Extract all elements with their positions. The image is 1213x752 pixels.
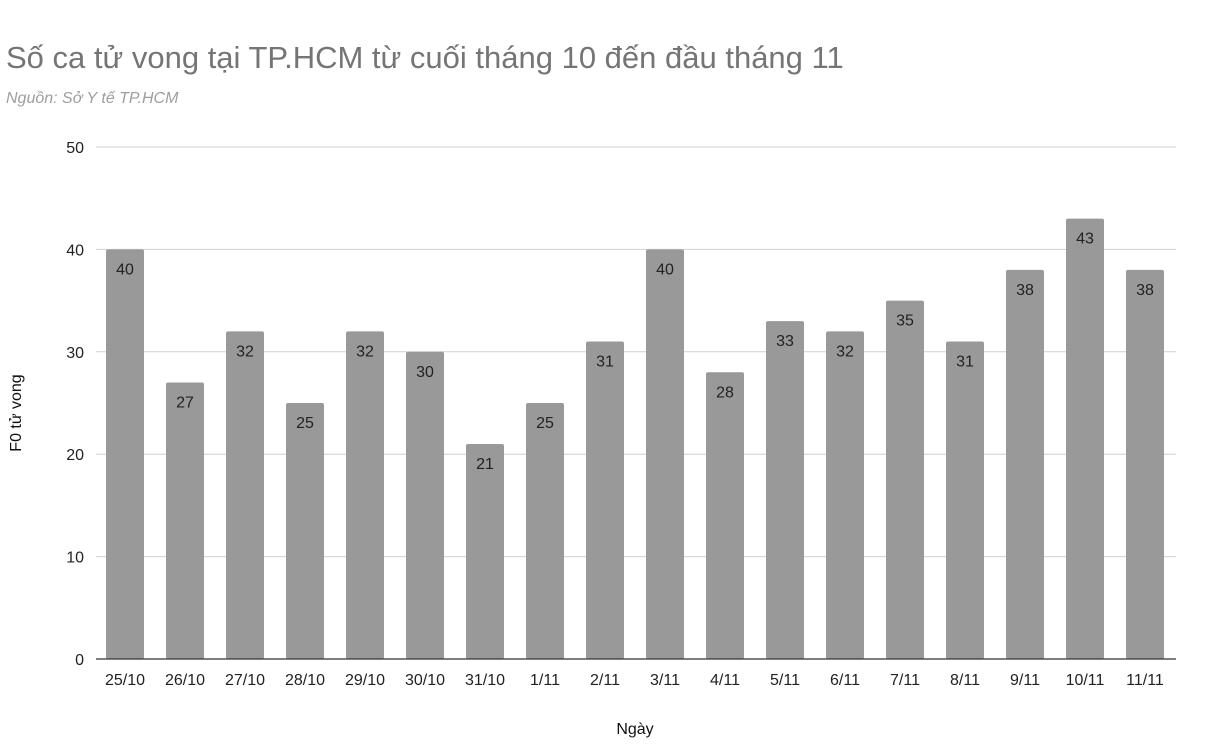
data-label: 40: [656, 261, 674, 278]
x-axis-title: Ngày: [616, 721, 653, 738]
x-tick-label: 11/11: [1126, 672, 1164, 689]
bar: [106, 249, 144, 659]
data-label: 31: [956, 354, 974, 371]
data-label: 35: [896, 313, 914, 330]
bar: [646, 249, 684, 659]
data-label: 32: [356, 343, 374, 360]
x-tick-label: 6/11: [830, 672, 860, 689]
y-tick-label: 10: [66, 550, 84, 567]
y-ticks-group: 0 10 20 30 40 50: [66, 140, 84, 669]
bar: [826, 331, 864, 659]
bar: [1126, 269, 1164, 659]
bar: [286, 403, 324, 659]
chart-subtitle: Nguồn: Sở Y tế TP.HCM: [6, 90, 179, 107]
x-tick-label: 2/11: [590, 672, 620, 689]
bar: [766, 321, 804, 659]
x-tick-label: 9/11: [1010, 672, 1040, 689]
x-tick-label: 30/10: [405, 672, 445, 689]
data-label: 25: [296, 415, 314, 432]
bar: [1006, 269, 1044, 659]
x-tick-label: 31/10: [465, 672, 505, 689]
x-tick-label: 10/11: [1066, 672, 1105, 689]
bar: [586, 341, 624, 659]
data-label: 43: [1076, 231, 1094, 248]
x-ticks-group: 25/10 26/10 27/10 28/10 29/10 30/10 31/10 1/11 2…: [105, 672, 1164, 689]
data-label: 32: [236, 343, 254, 360]
data-label: 25: [536, 415, 554, 432]
data-label: 38: [1016, 282, 1034, 299]
data-label: 28: [716, 384, 734, 401]
bars-group: [106, 218, 1164, 659]
data-label: 38: [1136, 282, 1154, 299]
y-tick-label: 20: [66, 447, 84, 464]
data-labels-group: 40 27 32 25 32 30 21 25 31 40 28 33 32 35 31 38 43 38: [116, 231, 1154, 473]
data-label: 33: [776, 333, 794, 350]
bar: [886, 300, 924, 659]
y-tick-label: 40: [66, 242, 84, 259]
x-tick-label: 28/10: [285, 672, 325, 689]
y-tick-label: 50: [66, 140, 84, 157]
data-label: 30: [416, 364, 434, 381]
data-label: 40: [116, 261, 134, 278]
y-axis-title: F0 tử vong: [8, 374, 25, 451]
bar: [946, 341, 984, 659]
chart-title: Số ca tử vong tại TP.HCM từ cuối tháng 1…: [6, 40, 844, 75]
data-label: 32: [836, 343, 854, 360]
gridlines: [96, 146, 1176, 558]
data-label: 27: [176, 395, 194, 412]
bar: [706, 372, 744, 659]
x-tick-label: 3/11: [650, 672, 680, 689]
bar: [406, 351, 444, 659]
x-tick-label: 5/11: [770, 672, 800, 689]
x-tick-label: 7/11: [890, 672, 920, 689]
bar: [466, 443, 504, 659]
x-tick-label: 8/11: [950, 672, 980, 689]
data-label: 21: [476, 456, 494, 473]
bar: [226, 331, 264, 659]
bar: [1066, 218, 1104, 659]
data-label: 31: [596, 354, 614, 371]
x-tick-label: 29/10: [345, 672, 385, 689]
bar: [346, 331, 384, 659]
y-tick-label: 0: [75, 652, 84, 669]
x-tick-label: 1/11: [530, 672, 560, 689]
bar: [166, 382, 204, 659]
bar: [526, 403, 564, 659]
x-tick-label: 27/10: [225, 672, 265, 689]
x-tick-label: 4/11: [710, 672, 740, 689]
x-tick-label: 25/10: [105, 672, 145, 689]
x-tick-label: 26/10: [165, 672, 205, 689]
y-tick-label: 30: [66, 345, 84, 362]
